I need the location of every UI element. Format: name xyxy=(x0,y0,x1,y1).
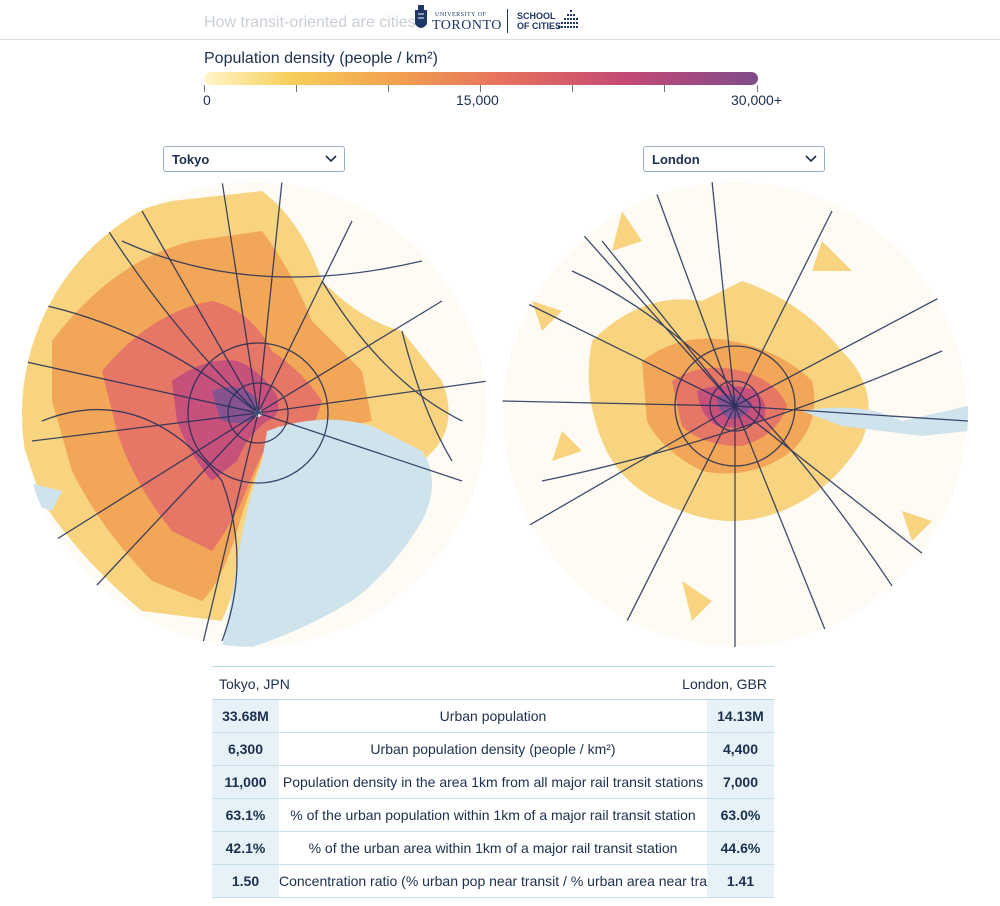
right-city-select[interactable]: London xyxy=(643,146,825,172)
legend-tick xyxy=(204,85,205,92)
left-city-value: 63.1% xyxy=(212,799,279,831)
faded-page-title: How transit-oriented are cities? xyxy=(204,14,425,31)
chevron-down-icon xyxy=(805,155,817,163)
metric-label: % of the urban area within 1km of a majo… xyxy=(308,840,678,856)
uoft-crest-icon xyxy=(415,5,427,28)
table-row: 33.68M Urban population 14.13M xyxy=(212,700,774,733)
school-of-cities-logo[interactable]: SCHOOL OF CITIES xyxy=(517,10,587,34)
tokyo-map-graphic xyxy=(22,181,488,647)
metric-label: Population density in the area 1km from … xyxy=(282,774,704,790)
london-density-map[interactable] xyxy=(502,181,968,647)
legend-tick xyxy=(664,85,665,92)
right-city-value: 7,000 xyxy=(707,766,774,798)
comparison-table: Tokyo, JPN London, GBR 33.68M Urban popu… xyxy=(212,666,774,898)
comparison-table-header: Tokyo, JPN London, GBR xyxy=(212,666,774,700)
legend-tick xyxy=(757,85,758,92)
left-city-value: 1.50 xyxy=(212,865,279,897)
skyline-icon xyxy=(558,10,578,28)
right-city-value: 44.6% xyxy=(707,832,774,864)
table-row: 6,300 Urban population density (people /… xyxy=(212,733,774,766)
legend-tick xyxy=(572,85,573,92)
soc-line1: SCHOOL xyxy=(517,11,556,21)
london-map-graphic xyxy=(502,181,968,647)
tokyo-density-map[interactable] xyxy=(22,181,488,647)
university-of-toronto-logo[interactable]: UNIVERSITY OF TORONTO xyxy=(413,4,503,36)
table-row: 1.50 Concentration ratio (% urban pop ne… xyxy=(212,865,774,898)
table-row: 42.1% % of the urban area within 1km of … xyxy=(212,832,774,865)
right-city-value: 14.13M xyxy=(707,700,774,732)
logo-divider xyxy=(507,9,508,33)
legend-mid-label: 15,000 xyxy=(456,92,499,108)
right-city-value: 1.41 xyxy=(707,865,774,897)
left-city-value: 42.1% xyxy=(212,832,279,864)
right-city-value: 63.0% xyxy=(707,799,774,831)
metric-label: % of the urban population within 1km of … xyxy=(290,807,696,823)
legend-min-label: 0 xyxy=(203,92,211,108)
school-of-cities-text: SCHOOL OF CITIES xyxy=(517,11,561,31)
logo-university-of-text: UNIVERSITY OF xyxy=(435,12,487,18)
left-city-value: 11,000 xyxy=(212,766,279,798)
metric-label: Urban population xyxy=(439,708,547,724)
table-row: 63.1% % of the urban population within 1… xyxy=(212,799,774,832)
right-city-value: 4,400 xyxy=(707,733,774,765)
legend-ticks xyxy=(204,85,758,93)
legend-max-label: 30,000+ xyxy=(731,92,782,108)
legend-tick xyxy=(388,85,389,92)
metric-label: Urban population density (people / km²) xyxy=(370,741,616,757)
logo-toronto-text: TORONTO xyxy=(432,18,502,33)
density-color-scale xyxy=(204,72,758,85)
legend-title: Population density (people / km²) xyxy=(204,50,438,67)
legend-tick xyxy=(296,85,297,92)
legend-tick xyxy=(480,85,481,92)
left-city-select-value: Tokyo xyxy=(172,152,210,167)
soc-line2: OF CITIES xyxy=(517,21,562,31)
chevron-down-icon xyxy=(325,155,337,163)
left-city-select[interactable]: Tokyo xyxy=(163,146,345,172)
left-city-value: 6,300 xyxy=(212,733,279,765)
table-row: 11,000 Population density in the area 1k… xyxy=(212,766,774,799)
site-header: How transit-oriented are cities? UNIVERS… xyxy=(0,0,1000,40)
metric-label: Concentration ratio (% urban pop near tr… xyxy=(279,873,734,889)
right-city-label: London, GBR xyxy=(682,676,767,692)
right-city-select-value: London xyxy=(652,152,700,167)
left-city-label: Tokyo, JPN xyxy=(219,676,290,692)
left-city-value: 33.68M xyxy=(212,700,279,732)
